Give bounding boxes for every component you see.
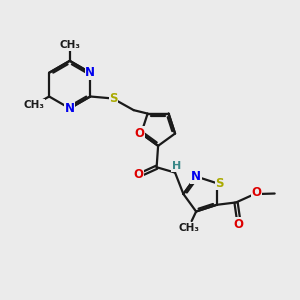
Text: O: O: [251, 186, 261, 199]
Text: O: O: [135, 127, 145, 140]
Text: O: O: [134, 168, 144, 181]
Text: CH₃: CH₃: [23, 100, 44, 110]
Text: O: O: [233, 218, 243, 231]
Text: CH₃: CH₃: [178, 223, 199, 233]
Text: N: N: [85, 66, 95, 79]
Text: N: N: [191, 170, 201, 183]
Text: N: N: [65, 102, 75, 115]
Text: S: S: [109, 92, 118, 105]
Text: H: H: [172, 161, 181, 171]
Text: S: S: [215, 177, 224, 190]
Text: CH₃: CH₃: [59, 40, 80, 50]
